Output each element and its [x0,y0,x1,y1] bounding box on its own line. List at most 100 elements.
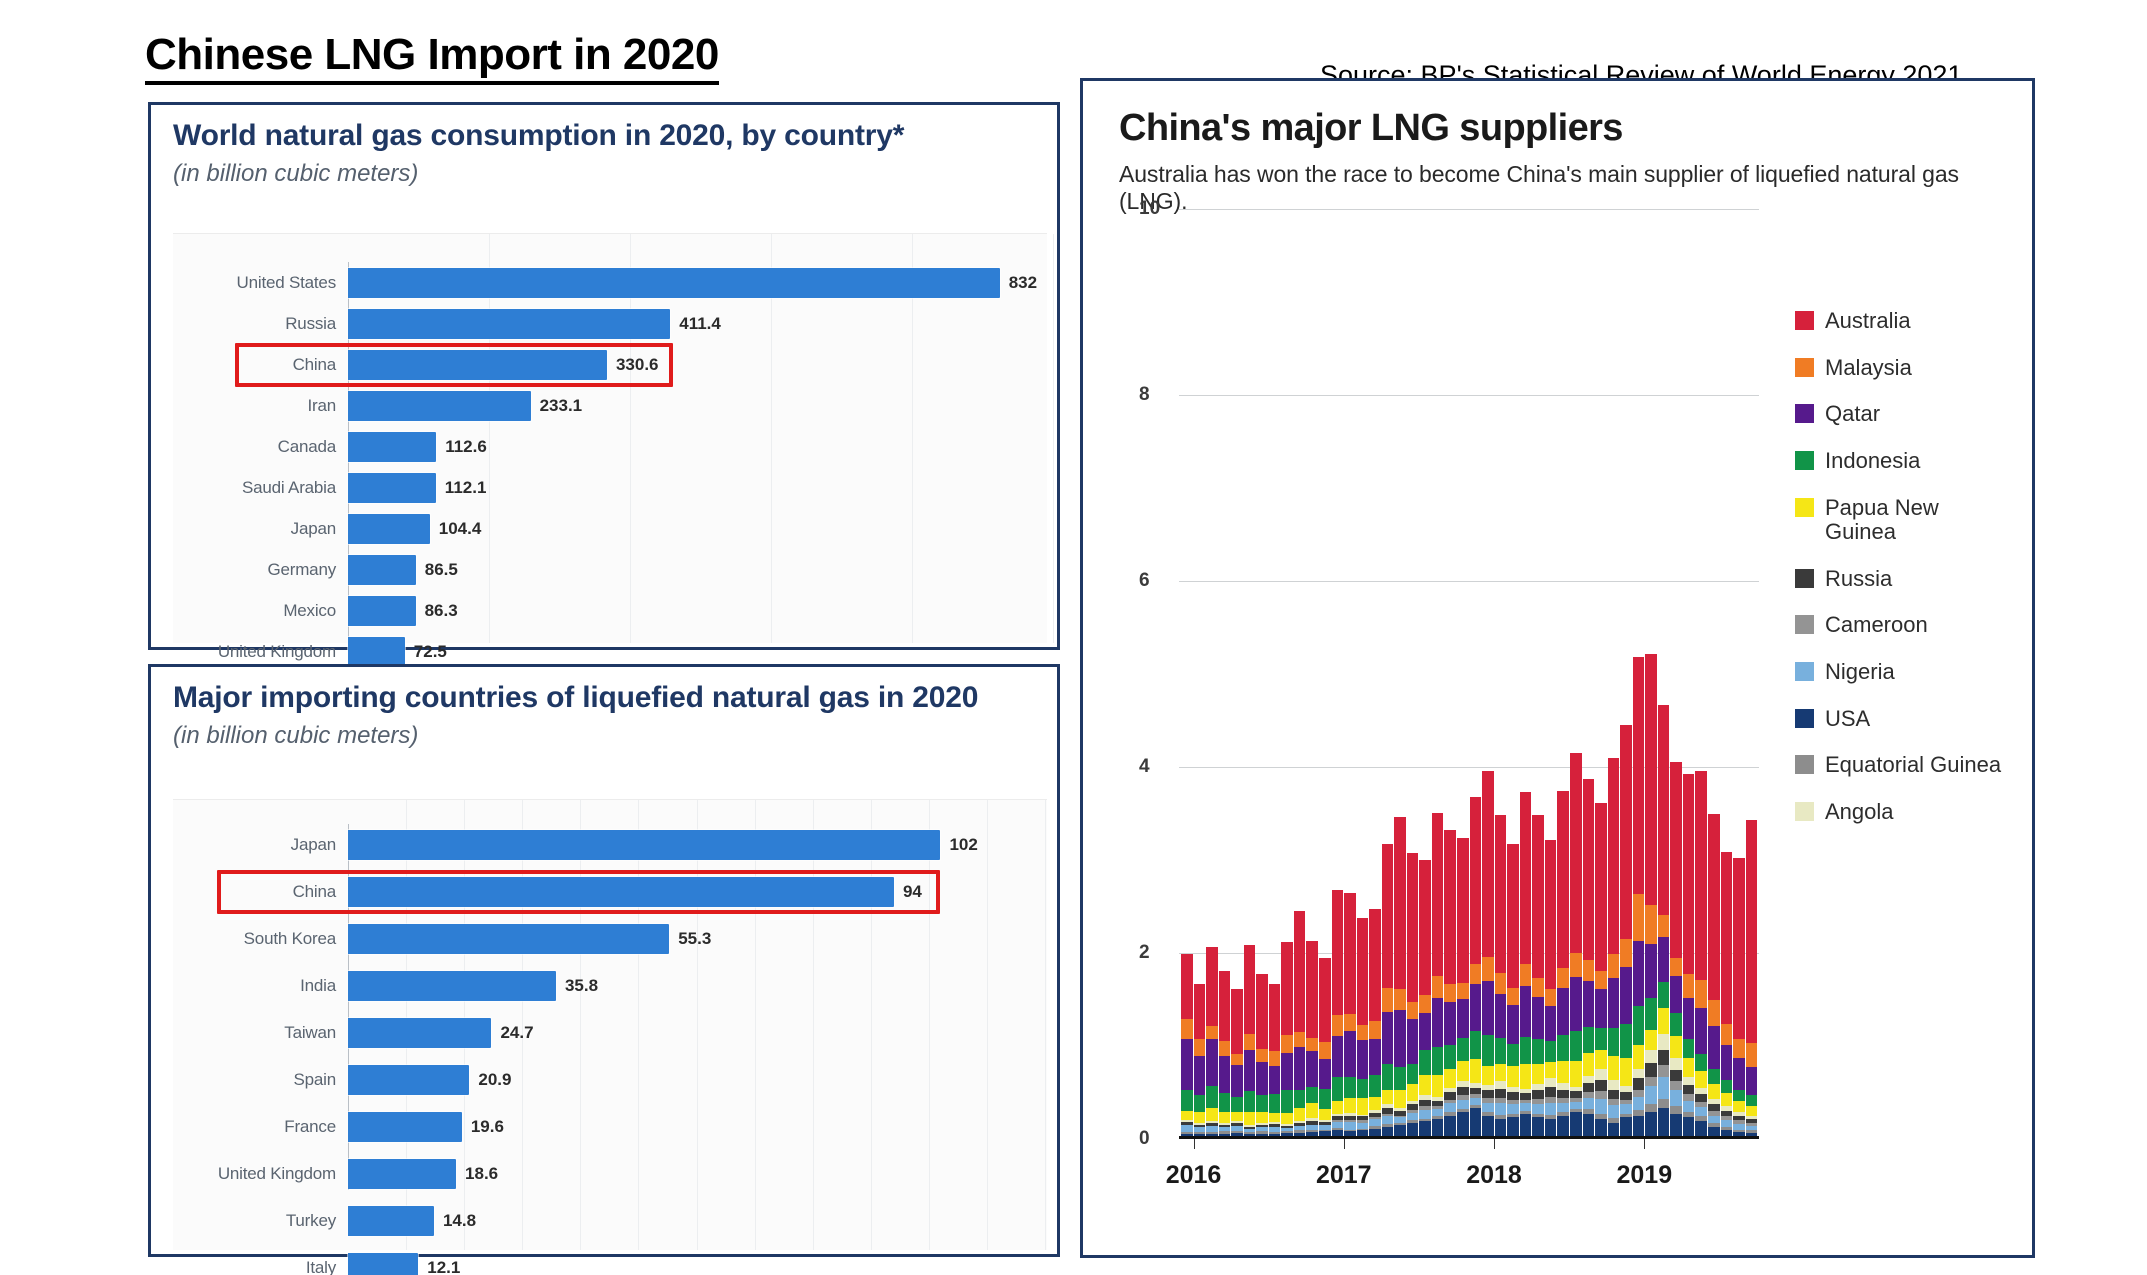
bar-segment-russia [1733,1115,1745,1121]
stacked-bar [1419,859,1431,1136]
bar-segment-equatorial-guinea [1356,1128,1369,1131]
bar-segment-nigeria [1494,1103,1507,1115]
bar-segment-qatar [1657,937,1670,982]
legend-item-qatar[interactable]: Qatar [1795,402,2015,427]
stacked-bar [1444,830,1457,1136]
legend-item-papua-new-guinea[interactable]: Papua New Guinea [1795,495,2015,545]
bar-segment-usa [1657,1108,1670,1136]
stacked-bar [1319,958,1331,1136]
bar-segment-qatar [1507,1004,1519,1044]
bar-segment-russia [1482,1090,1494,1098]
bar-segment-usa [1682,1117,1695,1136]
bar-segment-australia [1620,725,1632,939]
bar-segment-indonesia [1745,1095,1758,1107]
bar-segment-angola [1620,1085,1632,1093]
legend-item-angola[interactable]: Angola [1795,799,2015,825]
legend-label: Cameroon [1825,612,1928,638]
bar-segment-qatar [1532,996,1544,1040]
legend-item-indonesia[interactable]: Indonesia [1795,448,2015,474]
bar-segment-angola [1319,1120,1331,1123]
legend-swatch-icon [1795,404,1814,424]
legend-item-cameroon[interactable]: Cameroon [1795,613,2015,638]
legend-item-nigeria[interactable]: Nigeria [1795,659,2015,685]
bar-segment-australia [1695,770,1707,980]
bar-fill [348,924,670,954]
bar-segment-nigeria [1268,1126,1281,1133]
bar-segment-equatorial-guinea [1431,1116,1444,1120]
bar-segment-australia [1444,830,1457,984]
bar-segment-nigeria [1569,1101,1582,1110]
bar-segment-angola [1231,1121,1243,1123]
stacked-bar [1670,762,1682,1136]
bar-segment-nigeria [1444,1103,1457,1112]
bar-segment-cameroon [1745,1123,1758,1126]
bar-category-label: Canada [277,437,337,456]
bar-segment-russia [1494,1088,1507,1098]
bar-segment-usa [1431,1119,1444,1136]
bar-segment-equatorial-guinea [1206,1132,1218,1135]
y-axis-tick: 6 [1139,570,1150,591]
bar-segment-nigeria [1532,1104,1544,1114]
bar-segment-russia [1419,1099,1431,1107]
bar-fill [348,309,671,339]
bar-segment-nigeria [1482,1102,1494,1112]
y-gridline [1179,953,1759,954]
bar-segment-papua-new-guinea [1595,1050,1607,1070]
stacked-bar [1695,770,1707,1136]
bar-segment-qatar [1607,977,1620,1029]
bar-segment-papua-new-guinea [1356,1097,1369,1115]
stacked-bar [1720,852,1733,1136]
bar-segment-angola [1206,1121,1218,1123]
bar-segment-russia [1745,1119,1758,1124]
bar-segment-equatorial-guinea [1419,1119,1431,1122]
legend-swatch-icon [1795,801,1814,821]
bar-segment-papua-new-guinea [1582,1053,1595,1076]
bar-segment-indonesia [1457,1038,1469,1061]
bar-segment-equatorial-guinea [1181,1132,1193,1135]
bar-segment-russia [1431,1100,1444,1107]
bar-segment-australia [1494,815,1507,974]
legend-item-equatorial-guinea[interactable]: Equatorial Guinea [1795,753,2015,778]
bar-segment-papua-new-guinea [1682,1057,1695,1077]
bar-segment-papua-new-guinea [1268,1112,1281,1123]
bar-segment-russia [1231,1123,1243,1126]
bar-segment-usa [1745,1133,1758,1136]
legend-item-malaysia[interactable]: Malaysia [1795,355,2015,381]
bar-segment-equatorial-guinea [1670,1106,1682,1114]
bar-segment-indonesia [1632,1005,1645,1045]
bar-segment-russia [1457,1086,1469,1096]
bar-segment-indonesia [1494,1038,1507,1065]
bar-category-label: India [300,976,336,995]
bar-segment-australia [1181,953,1193,1019]
bar-value-label: 19.6 [470,1117,504,1136]
legend-item-australia[interactable]: Australia [1795,308,2015,334]
x-axis-year-label: 2016 [1165,1161,1222,1189]
bar-segment-cameroon [1670,1081,1682,1090]
legend-item-usa[interactable]: USA [1795,706,2015,732]
bar-segment-equatorial-guinea [1218,1131,1231,1135]
bar-segment-australia [1381,844,1394,989]
bar-segment-qatar [1682,998,1695,1040]
bar-segment-australia [1268,984,1281,1052]
stacked-bar [1406,853,1419,1136]
bar-segment-nigeria [1369,1119,1381,1126]
bar-segment-equatorial-guinea [1319,1129,1331,1132]
bar-segment-papua-new-guinea [1544,1061,1557,1079]
bar-segment-equatorial-guinea [1745,1130,1758,1134]
bar-segment-angola [1457,1081,1469,1087]
bar-segment-equatorial-guinea [1306,1130,1319,1133]
stacked-bar [1193,983,1206,1136]
legend-item-russia[interactable]: Russia [1795,566,2015,592]
bar-segment-russia [1632,1078,1645,1090]
bar-segment-indonesia [1319,1088,1331,1110]
x-axis-year-label: 2017 [1315,1161,1372,1189]
bar-segment-papua-new-guinea [1645,1030,1657,1051]
bar-segment-papua-new-guinea [1419,1074,1431,1096]
bar-segment-usa [1444,1115,1457,1136]
bar-row: United States 832 [173,268,1047,298]
stacked-bar [1645,654,1657,1136]
bar-fill [348,1065,470,1095]
bar-segment-russia [1532,1090,1544,1099]
bar-segment-russia [1206,1123,1218,1126]
bar-segment-indonesia [1419,1050,1431,1075]
